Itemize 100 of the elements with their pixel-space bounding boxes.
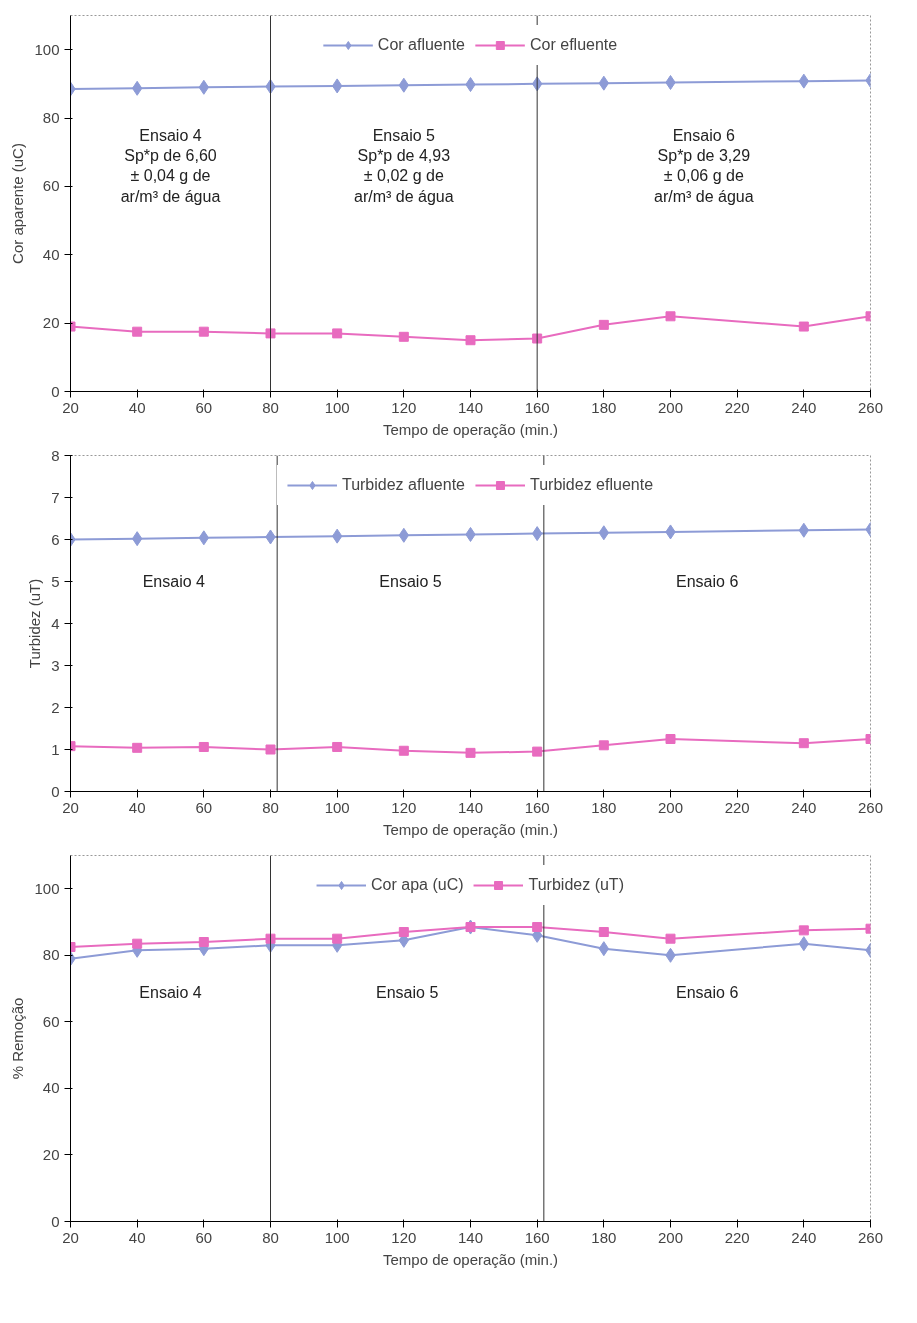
x-tick-label: 200 — [657, 1228, 684, 1246]
point — [665, 75, 676, 90]
y-tick-label: 7 — [51, 488, 60, 506]
y-tick-label: 60 — [42, 177, 60, 195]
point — [598, 927, 609, 938]
point — [198, 937, 209, 948]
x-tick-label: 240 — [791, 1228, 817, 1246]
x-tick-label: 80 — [262, 398, 279, 416]
point — [532, 922, 543, 933]
x-tick-label: 100 — [324, 398, 350, 416]
y-tick-label: 40 — [42, 245, 60, 263]
y-tick-label: 0 — [51, 782, 60, 800]
x-tick-label: 180 — [591, 798, 617, 816]
x-tick-label: 20 — [62, 1228, 79, 1246]
legend-label: Cor apa (uC) — [371, 876, 464, 894]
y-tick-label: 20 — [42, 1145, 60, 1163]
point — [332, 328, 343, 339]
x-tick-label: 120 — [391, 1228, 417, 1246]
x-tick-label: 100 — [324, 1228, 350, 1246]
x-tick-label: 160 — [524, 1228, 550, 1246]
x-tick-label: 140 — [457, 398, 484, 416]
y-tick-label: 8 — [51, 446, 60, 464]
point — [265, 744, 276, 755]
legend-label: Turbidez efluente — [530, 476, 654, 494]
y-axis-title: Cor aparente (uC) — [9, 143, 27, 264]
y-tick-label: 100 — [34, 879, 60, 897]
x-tick-label: 260 — [857, 398, 884, 416]
x-tick-label: 60 — [195, 798, 213, 816]
x-tick-label: 40 — [128, 398, 146, 416]
point — [665, 734, 676, 744]
point — [532, 746, 543, 757]
point — [598, 740, 609, 751]
x-tick-label: 140 — [457, 798, 484, 816]
point — [198, 741, 209, 752]
y-tick-label: 100 — [34, 40, 60, 58]
x-tick-label: 160 — [524, 398, 550, 416]
y-tick-label: 80 — [42, 946, 60, 964]
x-tick-label: 100 — [324, 798, 350, 816]
annotation: Ensaio 5 — [376, 983, 439, 1001]
x-tick-label: 60 — [195, 398, 213, 416]
y-tick-label: 20 — [42, 314, 60, 332]
point — [665, 311, 676, 322]
point — [798, 925, 809, 936]
point — [132, 326, 143, 337]
x-tick-label: 200 — [657, 398, 684, 416]
x-tick-label: 20 — [62, 798, 79, 816]
annotation: Ensaio 5 Sp*p de 4,93 ± 0,02 g de ar/m³ de água — [354, 126, 454, 205]
x-tick-label: 120 — [391, 398, 417, 416]
point — [598, 319, 609, 330]
y-axis-title: Turbidez (uT) — [26, 578, 44, 669]
y-tick-label: 0 — [51, 1212, 60, 1230]
legend-label: Cor afluente — [377, 36, 465, 54]
point — [332, 741, 343, 752]
point — [798, 321, 809, 332]
point — [332, 933, 343, 944]
x-tick-label: 80 — [262, 798, 279, 816]
x-tick-label: 20 — [62, 398, 79, 416]
y-tick-label: 5 — [51, 572, 60, 590]
annotation: Ensaio 4 — [139, 983, 202, 1001]
y-tick-label: 3 — [51, 656, 60, 674]
y-tick-label: 40 — [42, 1079, 60, 1097]
x-tick-label: 40 — [128, 1228, 146, 1246]
annotation: Ensaio 4 — [142, 573, 206, 591]
point — [198, 326, 209, 337]
legend-label: Turbidez afluente — [341, 476, 465, 494]
point — [398, 927, 409, 938]
x-tick-label: 220 — [724, 398, 750, 416]
point — [132, 742, 143, 753]
point — [798, 738, 809, 749]
y-tick-label: 60 — [42, 1012, 60, 1030]
x-tick-label: 80 — [262, 1228, 279, 1246]
x-tick-label: 60 — [195, 1228, 213, 1246]
x-tick-label: 220 — [724, 798, 750, 816]
point — [398, 331, 409, 342]
legend-label: Cor efluente — [530, 36, 618, 54]
x-tick-label: 160 — [524, 798, 550, 816]
x-tick-label: 120 — [391, 798, 417, 816]
x-tick-label: 240 — [791, 398, 817, 416]
annotation: Ensaio 5 — [379, 573, 442, 591]
x-axis-title: Tempo de operação (min.) — [382, 420, 559, 438]
x-tick-label: 140 — [457, 1228, 484, 1246]
x-tick-label: 220 — [724, 1228, 750, 1246]
point — [465, 335, 476, 346]
y-tick-label: 2 — [51, 698, 60, 716]
point — [665, 933, 676, 944]
point — [132, 938, 143, 949]
y-tick-label: 1 — [51, 740, 60, 758]
x-tick-label: 180 — [591, 398, 617, 416]
x-tick-label: 40 — [128, 798, 146, 816]
y-axis-title: % Remoção — [9, 997, 27, 1080]
y-tick-label: 80 — [42, 109, 60, 127]
y-tick-label: 4 — [51, 614, 60, 632]
x-axis-title: Tempo de operação (min.) — [382, 1250, 559, 1268]
legend-label: Turbidez (uT) — [528, 876, 624, 894]
x-tick-label: 240 — [791, 798, 817, 816]
x-axis-title: Tempo de operação (min.) — [382, 820, 559, 838]
x-tick-label: 260 — [857, 798, 884, 816]
annotation: Ensaio 6 Sp*p de 3,29 ± 0,06 g de ar/m³ de água — [654, 126, 754, 205]
x-tick-label: 200 — [657, 798, 684, 816]
y-tick-label: 6 — [51, 530, 60, 548]
